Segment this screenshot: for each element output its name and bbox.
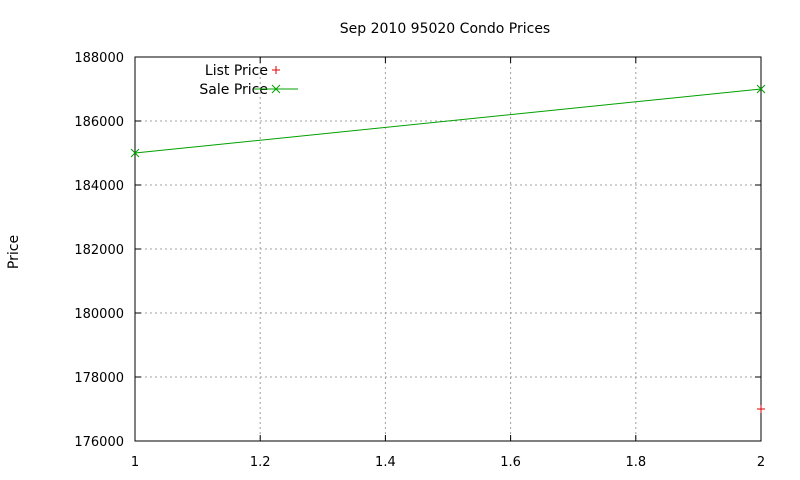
- x-tick-label: 1.8: [625, 455, 646, 470]
- cross-stroke: [756, 84, 766, 94]
- cross-stroke: [271, 84, 281, 94]
- axes: 1 1.2 1.4 1.6 1.8 2 176000 178000 180000 182000 18…: [74, 51, 765, 470]
- x-tick-label: 1: [131, 455, 139, 470]
- cross-stroke: [130, 148, 140, 158]
- series-line-sale-price: [134, 88, 762, 154]
- y-tick-label: 182000: [74, 243, 124, 258]
- plot-frame: [134, 56, 762, 442]
- y-tick-label: 180000: [74, 307, 124, 322]
- y-tick-label: 188000: [74, 51, 124, 66]
- x-tick-label: 1.6: [500, 455, 521, 470]
- legend: List Price Sale Price: [199, 63, 298, 98]
- data-point-sale-price: [756, 84, 766, 94]
- x-tick-label: 1.4: [375, 455, 396, 470]
- legend-marker-list-price: [272, 66, 280, 74]
- data-point-sale-price: [130, 148, 140, 158]
- data-point-list-price: [757, 405, 765, 413]
- x-tick-label: 2: [757, 455, 765, 470]
- x-tick-label: 1.2: [250, 455, 271, 470]
- chart-title: Sep 2010 95020 Condo Prices: [340, 21, 550, 37]
- series: [130, 84, 766, 413]
- y-tick-label: 186000: [74, 115, 124, 130]
- y-tick-label: 178000: [74, 371, 124, 386]
- y-tick-label: 176000: [74, 435, 124, 450]
- y-tick-label: 184000: [74, 179, 124, 194]
- legend-label-list-price: List Price: [205, 63, 268, 79]
- y-axis-label: Price: [6, 235, 22, 269]
- grid: [135, 57, 761, 441]
- legend-label-sale-price: Sale Price: [199, 82, 268, 98]
- legend-marker-sale-price: [271, 84, 281, 94]
